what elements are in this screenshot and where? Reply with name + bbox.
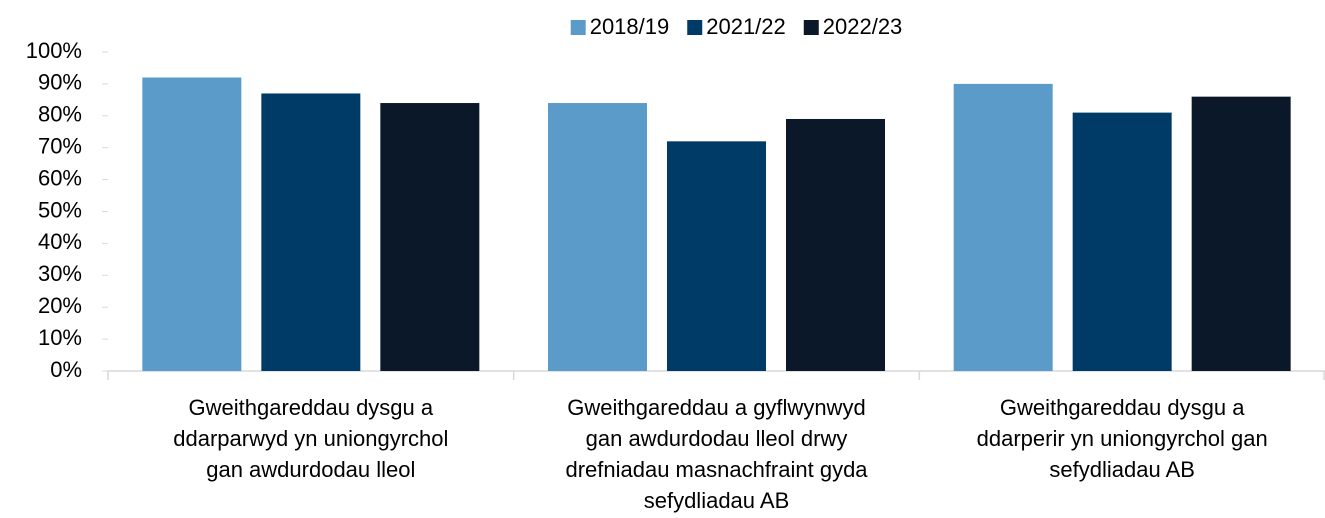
x-tick-label: Gweithgareddau dysgu a [189, 395, 434, 420]
y-tick-label: 90% [38, 70, 82, 95]
y-tick-label: 60% [38, 165, 82, 190]
y-tick-label: 100% [26, 38, 82, 63]
legend-swatch [803, 20, 819, 35]
y-tick-label: 40% [38, 229, 82, 254]
x-tick-label: gan awdurdodau lleol [206, 457, 415, 482]
y-tick-label: 20% [38, 293, 82, 318]
bar [142, 77, 242, 372]
x-tick-label: ddarparwyd yn uniongyrchol [173, 426, 448, 451]
bar [1191, 96, 1291, 371]
x-tick-label: sefydliadau AB [1049, 457, 1195, 482]
legend-swatch [687, 20, 703, 35]
legend-swatch [570, 20, 586, 35]
bar [667, 141, 766, 371]
bar [261, 93, 361, 371]
legend-label: 2018/19 [590, 14, 670, 39]
x-tick-label: sefydliadau AB [644, 488, 790, 513]
y-tick-label: 70% [38, 134, 82, 159]
y-tick-label: 30% [38, 261, 82, 286]
legend-label: 2021/22 [706, 14, 786, 39]
bar [380, 103, 480, 371]
bar [953, 83, 1053, 372]
x-tick-label: ddarperir yn uniongyrchol gan [977, 426, 1268, 451]
bar [1072, 112, 1172, 372]
y-tick-label: 50% [38, 197, 82, 222]
legend: 2018/19 2021/22 2022/23 [570, 14, 903, 39]
x-tick-label: drefniadau masnachfraint gyda [565, 457, 868, 482]
y-tick-label: 80% [38, 102, 82, 127]
y-tick-label: 10% [38, 325, 82, 350]
bar [548, 103, 647, 371]
x-tick-label: Gweithgareddau a gyflwynwyd [567, 395, 865, 420]
y-tick-label: 0% [50, 357, 82, 382]
bar [786, 118, 885, 372]
x-tick-label: Gweithgareddau dysgu a [1000, 395, 1245, 420]
x-tick-label: gan awdurdodau lleol drwy [586, 426, 848, 451]
legend-label: 2022/23 [823, 14, 903, 39]
